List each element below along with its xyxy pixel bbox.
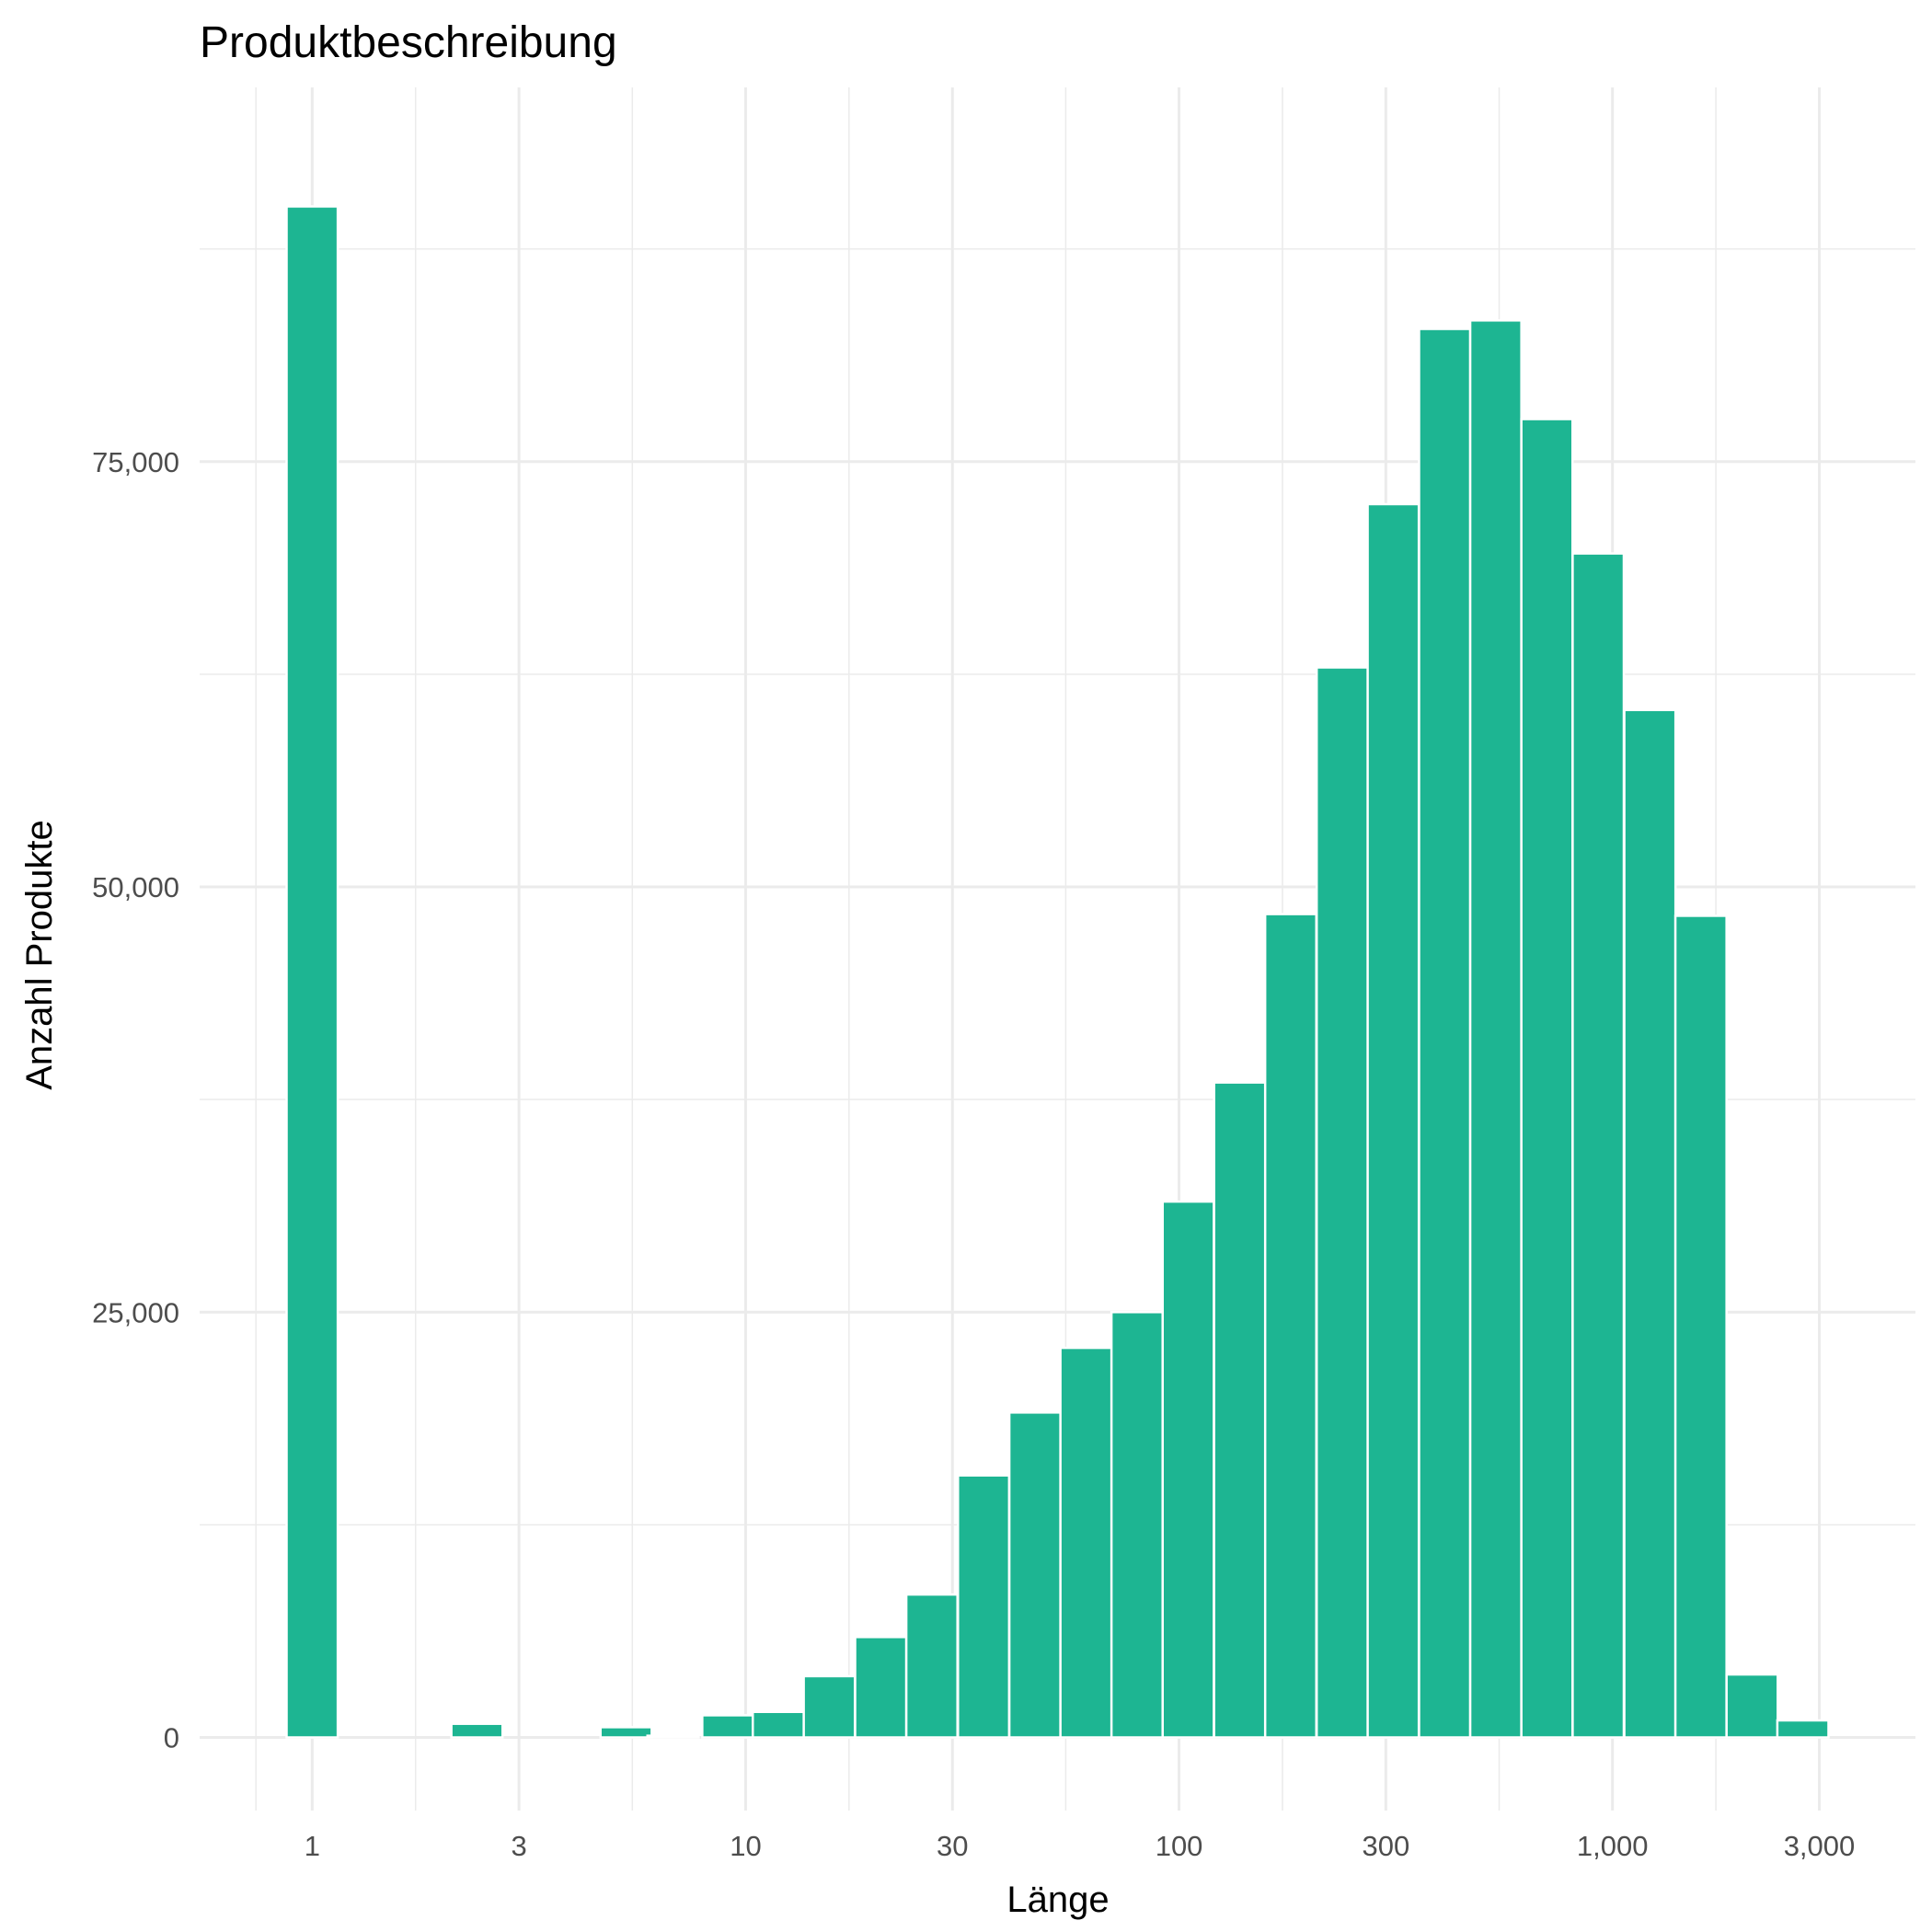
y-axis-ticks: 0 25,000 50,000 75,000: [92, 446, 179, 1754]
y-tick-label: 50,000: [92, 871, 179, 903]
histogram-bar: [285, 205, 339, 1739]
x-tick-label: 3,000: [1784, 1830, 1856, 1862]
x-tick-label: 100: [1156, 1830, 1203, 1862]
x-tick-label: 10: [730, 1830, 761, 1862]
histogram-bar: [957, 1474, 1011, 1739]
histogram-bar: [802, 1674, 857, 1739]
histogram-bar: [1059, 1346, 1113, 1739]
histogram-bar: [1418, 328, 1472, 1739]
histogram-bar: [751, 1710, 806, 1739]
histogram-bar: [1315, 666, 1370, 1739]
histogram-bar: [1520, 418, 1574, 1739]
histogram-bar: [1263, 913, 1318, 1739]
y-tick-label: 75,000: [92, 446, 179, 478]
histogram-bar: [701, 1714, 755, 1739]
x-tick-label: 1: [305, 1830, 320, 1862]
histogram-bar: [1110, 1311, 1164, 1739]
histogram-bar: [1776, 1719, 1830, 1739]
histogram-bar: [1213, 1081, 1267, 1739]
histogram-bar: [646, 1734, 700, 1739]
x-tick-label: 1,000: [1577, 1830, 1649, 1862]
x-axis-ticks: 1 3 10 30 100 300 1,000 3,000: [305, 1830, 1856, 1862]
bars-layer: [285, 205, 1830, 1739]
histogram-bar: [1571, 552, 1626, 1739]
histogram-bar: [904, 1593, 959, 1739]
histogram-bar: [854, 1636, 908, 1739]
y-tick-label: 25,000: [92, 1296, 179, 1328]
histogram-bar: [1623, 708, 1677, 1739]
histogram-bar: [450, 1722, 504, 1739]
x-tick-label: 30: [937, 1830, 968, 1862]
y-tick-label: 0: [164, 1721, 179, 1754]
y-axis-title: Anzahl Produkte: [19, 820, 60, 1090]
x-axis-title: Länge: [1006, 1880, 1109, 1920]
histogram-bar: [1673, 914, 1728, 1739]
histogram-bar: [1366, 502, 1420, 1739]
chart-title: Produktbeschreibung: [200, 18, 617, 67]
x-tick-label: 300: [1362, 1830, 1409, 1862]
histogram-bar: [1161, 1200, 1215, 1739]
x-tick-label: 3: [511, 1830, 526, 1862]
histogram-bar: [1725, 1673, 1779, 1739]
histogram-bar: [599, 1726, 653, 1739]
histogram-bar: [1007, 1411, 1062, 1739]
histogram-bar: [1468, 319, 1523, 1739]
